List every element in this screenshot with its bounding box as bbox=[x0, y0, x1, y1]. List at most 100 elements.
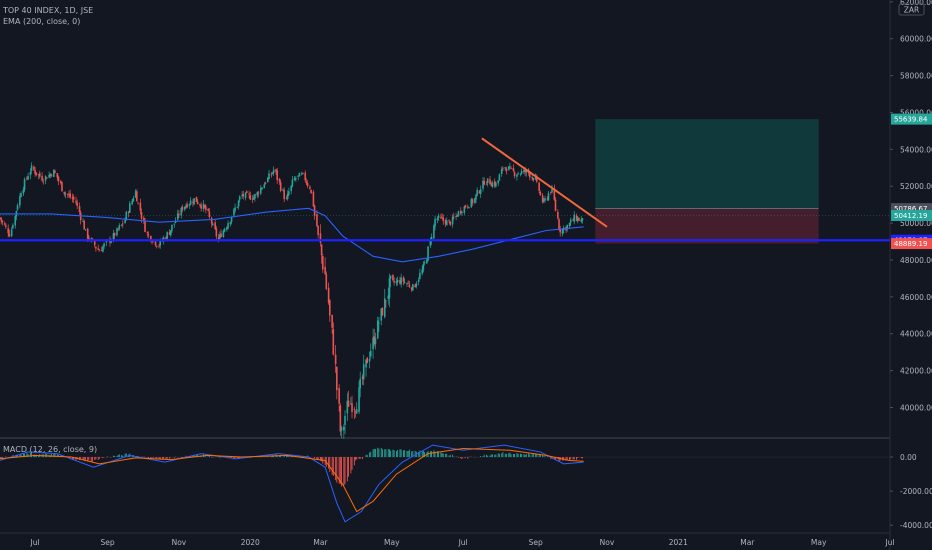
x-tick-label: May bbox=[811, 538, 827, 547]
candle-body bbox=[332, 329, 335, 355]
candle-body bbox=[490, 185, 492, 187]
candle-body bbox=[539, 191, 542, 196]
macd-indicator-label[interactable]: MACD (12, 26, close, 9) bbox=[3, 445, 98, 454]
candle-body bbox=[120, 224, 123, 226]
candle-body bbox=[219, 234, 221, 239]
candle-body bbox=[414, 285, 416, 288]
candle-body bbox=[448, 219, 450, 221]
currency-label: ZAR bbox=[904, 6, 919, 15]
candle-body bbox=[441, 217, 443, 219]
candle-body bbox=[419, 272, 421, 279]
price-tag-label: 50412.19 bbox=[894, 212, 927, 220]
y-tick-label: 60000.00 bbox=[900, 35, 932, 44]
candle-body bbox=[192, 201, 194, 203]
candle-body bbox=[5, 225, 7, 228]
candle-body bbox=[449, 221, 452, 225]
candle-body bbox=[8, 233, 11, 237]
candle-body bbox=[249, 195, 252, 200]
candle-body bbox=[327, 287, 330, 304]
candle-body bbox=[233, 209, 235, 216]
price-tag-label: 50786.67 bbox=[894, 205, 927, 213]
candle-body bbox=[276, 170, 278, 180]
candle-body bbox=[278, 178, 281, 182]
ema-indicator-label[interactable]: EMA (200, close, 0) bbox=[3, 17, 81, 26]
candle-body bbox=[336, 367, 338, 391]
candle-body bbox=[459, 210, 462, 214]
candle-body bbox=[137, 202, 139, 204]
main-legend: TOP 40 INDEX, 1D, JSE EMA (200, close, 0… bbox=[3, 5, 93, 27]
x-tick-label: Mar bbox=[313, 538, 328, 547]
candle-body bbox=[171, 224, 173, 231]
candle-body bbox=[183, 206, 186, 210]
candle-body bbox=[575, 215, 578, 221]
candle-body bbox=[140, 212, 143, 219]
candle-body bbox=[468, 207, 470, 209]
x-tick-label: Sep bbox=[529, 538, 543, 547]
candle-body bbox=[559, 228, 561, 233]
candle-body bbox=[7, 228, 9, 234]
candle-body bbox=[516, 174, 518, 177]
candle-body bbox=[534, 176, 537, 180]
ema-200-line bbox=[0, 207, 584, 263]
candle-body bbox=[396, 279, 399, 283]
candle-body bbox=[532, 177, 535, 181]
candle-body bbox=[121, 223, 124, 225]
x-tick-label: Mar bbox=[740, 538, 755, 547]
macd-legend: MACD (12, 26, close, 9) bbox=[3, 444, 97, 455]
candle-body bbox=[512, 167, 515, 172]
candle-body bbox=[272, 169, 275, 173]
candle-body bbox=[196, 201, 199, 204]
candle-body bbox=[69, 193, 71, 198]
candle-body bbox=[524, 170, 526, 173]
candle-body bbox=[252, 197, 255, 200]
candle-body bbox=[510, 167, 512, 169]
candle-body bbox=[16, 205, 19, 210]
stop-zone bbox=[595, 208, 819, 244]
symbol-title[interactable]: TOP 40 INDEX, 1D, JSE bbox=[3, 6, 94, 15]
candle-body bbox=[67, 193, 69, 195]
candle-body bbox=[304, 172, 307, 181]
candle-body bbox=[569, 219, 572, 223]
candle-body bbox=[37, 174, 40, 176]
candle-body bbox=[493, 181, 496, 186]
candle-body bbox=[118, 225, 121, 229]
candle-body bbox=[27, 175, 29, 180]
candle-body bbox=[22, 189, 25, 194]
candle-body bbox=[23, 179, 26, 190]
x-tick-label: 2021 bbox=[669, 538, 688, 547]
candle-body bbox=[543, 200, 545, 201]
x-tick-label: May bbox=[384, 538, 400, 547]
candle-body bbox=[478, 190, 481, 194]
candle-body bbox=[230, 216, 233, 222]
candle-body bbox=[105, 240, 108, 243]
candle-body bbox=[445, 220, 448, 226]
candle-body bbox=[139, 202, 142, 211]
candle-body bbox=[282, 189, 284, 191]
candle-body bbox=[452, 216, 455, 218]
candle-body bbox=[444, 220, 447, 225]
candle-body bbox=[344, 415, 346, 425]
candle-body bbox=[241, 194, 243, 196]
candle-body bbox=[136, 191, 138, 202]
candle-body bbox=[98, 250, 101, 252]
candle-body bbox=[302, 172, 304, 174]
candle-body bbox=[417, 279, 420, 283]
candle-body bbox=[227, 223, 229, 229]
candle-body bbox=[387, 295, 390, 300]
candle-body bbox=[97, 248, 100, 250]
candle-body bbox=[504, 167, 507, 169]
candle-body bbox=[127, 212, 130, 214]
price-tag-label: 48889.19 bbox=[894, 240, 927, 248]
candle-body bbox=[509, 166, 511, 168]
candle-body bbox=[541, 195, 544, 203]
candle-body bbox=[523, 169, 525, 173]
candle-body bbox=[112, 233, 115, 240]
candle-body bbox=[131, 201, 133, 205]
candle-body bbox=[358, 387, 360, 413]
candle-body bbox=[412, 284, 414, 291]
candle-body bbox=[165, 237, 167, 239]
candle-body bbox=[485, 183, 488, 185]
candle-body bbox=[365, 359, 367, 368]
candle-body bbox=[291, 179, 294, 186]
